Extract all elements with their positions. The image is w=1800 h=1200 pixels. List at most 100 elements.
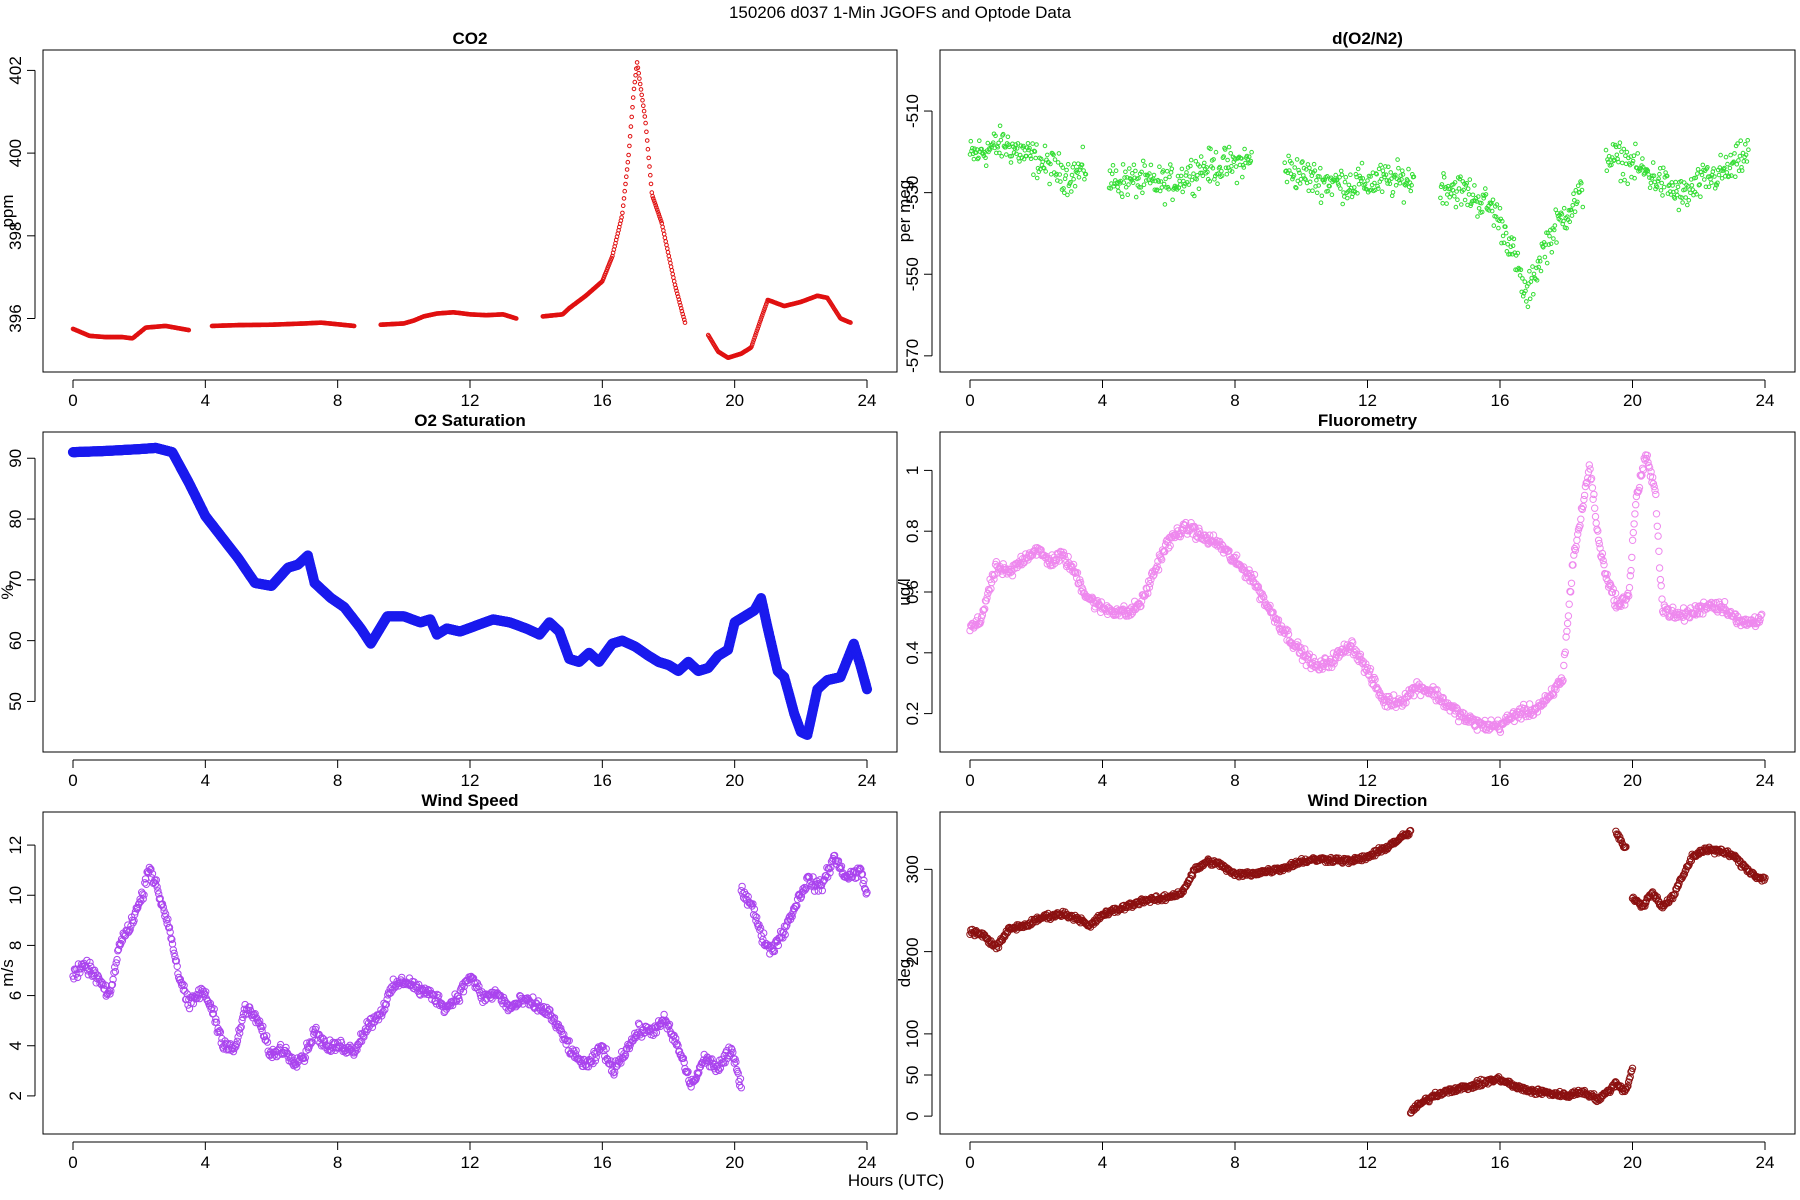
data-point [1455,197,1460,202]
data-point [1294,157,1300,162]
data-point [1709,180,1714,186]
data-point [219,1045,228,1053]
data-point [1211,157,1216,162]
data-point [1561,648,1570,656]
data-point [1573,536,1581,544]
data-point [351,323,357,329]
data-point [1638,165,1644,171]
data-point [997,123,1003,129]
data-point [1640,164,1646,170]
data-point [1656,176,1661,181]
data-point [665,246,670,251]
data-point [238,1016,246,1025]
data-point [1383,164,1388,169]
data-point [1157,188,1163,194]
data-point [1179,166,1185,172]
data-point [1438,184,1444,189]
data-point [1408,188,1414,194]
data-point [1577,504,1586,512]
data-point [1402,699,1410,707]
data-point [112,959,120,967]
data-point [1439,182,1445,187]
data-point [1043,169,1048,174]
data-point [651,196,656,201]
series-fluor [966,451,1766,736]
data-point [1274,619,1282,628]
data-point [1030,141,1035,146]
data-point [985,587,993,595]
data-point [630,95,636,100]
data-point [1631,153,1637,158]
data-point [1757,611,1765,620]
data-point [670,271,676,277]
x-tick-label: 0 [68,1153,77,1172]
data-point [1114,607,1123,615]
data-point [1655,178,1661,184]
data-point [1599,556,1607,565]
data-point [1333,172,1338,178]
data-point [665,249,671,255]
data-point [1489,208,1495,214]
data-point [1115,184,1120,190]
data-point [1337,175,1342,180]
series-wspd [69,851,871,1092]
data-point [664,242,669,248]
data-point [1715,180,1720,186]
data-point [1536,264,1541,270]
data-point [1722,165,1727,171]
data-point [1207,179,1213,184]
data-point [983,163,989,168]
data-point [256,1017,264,1025]
data-point [1621,146,1627,152]
data-point [1286,153,1291,159]
data-point [1051,152,1056,158]
data-point [1284,179,1290,185]
data-point [1733,174,1738,179]
x-tick-label: 0 [68,771,77,790]
data-point [73,973,82,982]
data-point [1577,515,1585,523]
data-point [1563,627,1571,635]
data-point [1005,134,1011,140]
data-point [1290,176,1295,182]
data-point [1632,492,1641,501]
data-point [668,260,673,266]
data-point [756,324,761,329]
data-point [1219,168,1224,174]
data-point [1208,146,1213,152]
data-point [1083,172,1089,177]
data-point [1332,178,1338,183]
data-point [1650,173,1655,179]
data-point [1250,570,1259,579]
data-point [1714,182,1719,188]
data-point [1013,142,1018,147]
x-tick-label: 16 [593,771,612,790]
data-point [1583,478,1591,486]
data-point [1193,158,1199,164]
data-point [1469,201,1474,206]
data-point [1049,561,1057,569]
data-point [1357,173,1362,179]
data-point [1664,605,1672,613]
data-point [1073,569,1082,577]
data-point [1743,152,1749,158]
data-point [1600,561,1608,569]
data-point [1406,689,1414,697]
y-tick-label: 12 [6,836,25,855]
data-point [1066,183,1072,189]
data-point [1034,175,1040,181]
data-point [1541,245,1546,250]
data-point [1366,665,1375,673]
data-point [1314,178,1319,183]
data-point [1014,146,1020,151]
data-point [1307,179,1313,185]
data-point [1544,260,1550,266]
data-point [1525,304,1531,310]
data-point [681,314,686,320]
data-point [1047,181,1052,187]
data-point [638,87,644,92]
data-point [1630,158,1636,164]
data-point [1324,174,1330,179]
